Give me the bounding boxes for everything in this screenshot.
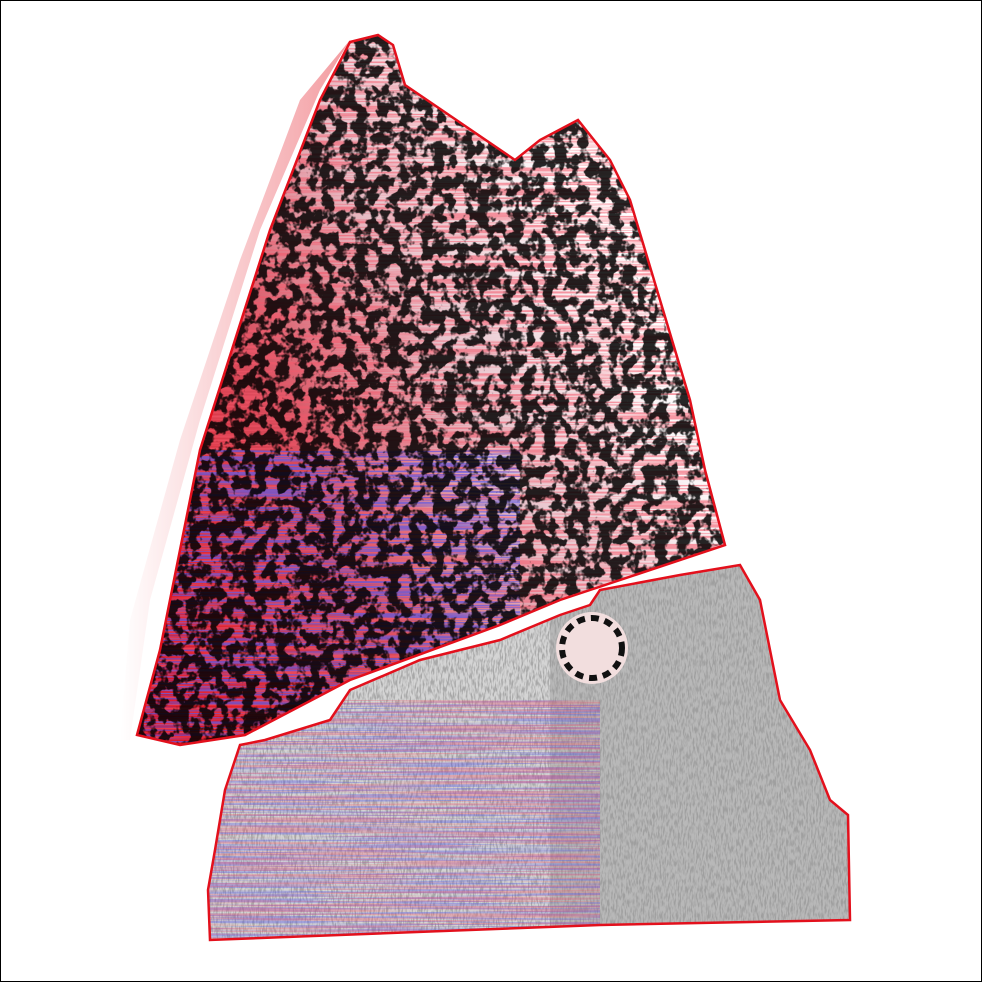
image-view [0, 0, 982, 982]
bright-spot [556, 612, 628, 684]
page [0, 0, 982, 982]
